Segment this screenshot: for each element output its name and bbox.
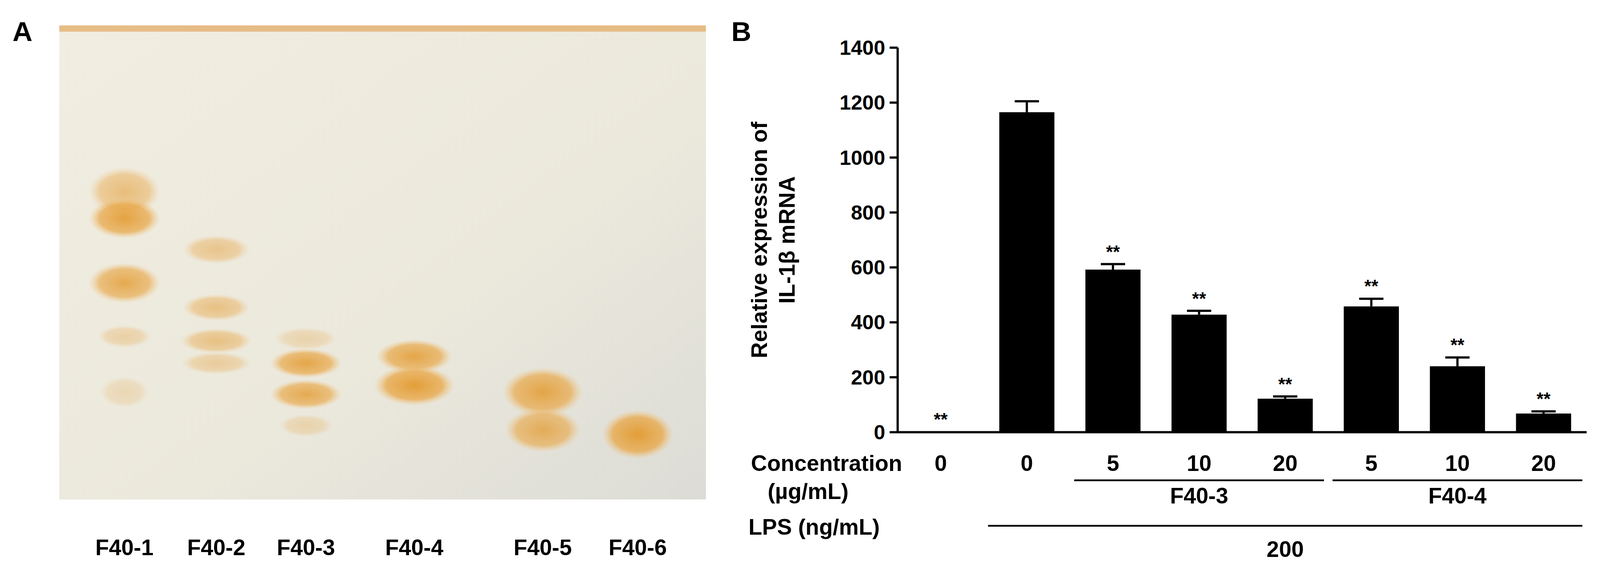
y-tick-label: 1400: [839, 36, 886, 60]
solvent-front: [59, 25, 706, 32]
error-bar: [1445, 357, 1470, 367]
error-stem: [1025, 101, 1028, 113]
error-cap: [1101, 263, 1126, 266]
tlc-spot: [274, 327, 338, 351]
y-axis: [896, 47, 899, 433]
bar: [1430, 366, 1486, 433]
significance-label: **: [1191, 288, 1207, 309]
x-tick-label: 5: [1364, 451, 1378, 477]
lps-line: [988, 525, 1583, 528]
y-tick: [889, 431, 898, 434]
significance-label: **: [1278, 374, 1293, 395]
lane-label: F40-6: [608, 535, 668, 561]
group-line: [1074, 479, 1324, 482]
y-tick: [889, 156, 898, 159]
group-label: F40-4: [1428, 483, 1487, 509]
x-tick-label: 0: [934, 451, 948, 477]
x-tick-label: 20: [1531, 451, 1557, 477]
lane-label: F40-3: [276, 535, 336, 561]
tlc-spot: [270, 379, 342, 410]
y-tick-label: 600: [850, 255, 886, 280]
error-bar: [1187, 311, 1212, 316]
tlc-spot: [602, 410, 674, 460]
y-tick-label: 1000: [839, 146, 886, 170]
bar: [1257, 399, 1313, 433]
y-axis-title: Relative expression of: [746, 121, 772, 359]
group-label: F40-3: [1170, 483, 1229, 509]
bar: [1343, 306, 1399, 433]
error-cap: [1445, 356, 1470, 359]
error-cap: [1273, 395, 1298, 398]
y-tick: [889, 376, 898, 379]
x-tick-label: 20: [1272, 451, 1298, 477]
lane-label: F40-1: [95, 535, 154, 561]
error-cap: [1531, 410, 1556, 413]
y-tick-label: 0: [873, 420, 886, 445]
tlc-spot: [182, 235, 250, 264]
significance-label: **: [1105, 242, 1121, 262]
panel-letter: B: [731, 16, 752, 47]
figure: AF40-1F40-2F40-3F40-4F40-5F40-6B02004006…: [0, 0, 1600, 573]
bars: [913, 101, 1572, 433]
y-tick-label: 400: [850, 310, 886, 335]
tlc-spot: [99, 376, 149, 409]
error-stem: [1370, 298, 1373, 307]
bar: [913, 432, 969, 433]
significance-label: **: [1536, 389, 1551, 409]
x-tick-label: 10: [1186, 451, 1212, 477]
bar: [999, 112, 1055, 433]
tlc-spot: [374, 365, 455, 406]
error-cap: [1014, 100, 1039, 103]
error-bar: [1359, 298, 1384, 307]
y-tick: [889, 46, 898, 50]
x-tick-label: 0: [1020, 451, 1034, 477]
tlc-spot: [270, 348, 342, 379]
tlc-spot: [88, 198, 161, 239]
error-bar: [1014, 101, 1039, 113]
row-label: Concentration: [750, 451, 903, 477]
significance-label: **: [933, 409, 949, 430]
tlc-spot: [279, 414, 333, 438]
error-bar: [1101, 264, 1126, 270]
row-label: (µg/mL): [767, 479, 849, 505]
significance-label: **: [1364, 276, 1379, 297]
y-tick: [889, 266, 898, 269]
error-cap: [1187, 309, 1212, 313]
panel-letter: A: [12, 16, 33, 47]
y-tick-label: 1200: [839, 90, 886, 115]
error-stem: [1456, 357, 1459, 367]
group-line: [1332, 479, 1583, 482]
x-tick-label: 10: [1445, 451, 1471, 477]
error-bar: [1273, 396, 1298, 400]
y-tick: [889, 101, 898, 104]
tlc-spot: [88, 263, 161, 304]
y-axis-title: IL-1β mRNA: [774, 176, 800, 304]
y-tick: [889, 321, 898, 324]
tlc-spot: [504, 408, 581, 453]
x-tick-label: 5: [1106, 451, 1120, 477]
significance-label: **: [1450, 335, 1465, 355]
row-label: LPS (ng/mL): [748, 515, 880, 541]
y-tick-label: 200: [850, 366, 886, 390]
error-bar: [1531, 411, 1556, 414]
bar: [1171, 314, 1227, 433]
tlc-spot: [181, 352, 252, 375]
y-tick: [889, 211, 898, 214]
tlc-plate: [59, 25, 706, 500]
bar: [1085, 269, 1141, 433]
bar: [1516, 413, 1572, 433]
lps-value: 200: [1266, 537, 1304, 563]
error-cap: [1359, 297, 1384, 301]
y-tick-label: 800: [850, 201, 886, 225]
tlc-spot: [180, 328, 252, 354]
lane-label: F40-5: [513, 535, 573, 561]
tlc-spot: [182, 294, 250, 322]
lane-label: F40-4: [385, 535, 444, 561]
lane-label: F40-2: [187, 535, 246, 561]
tlc-spot: [97, 325, 152, 348]
